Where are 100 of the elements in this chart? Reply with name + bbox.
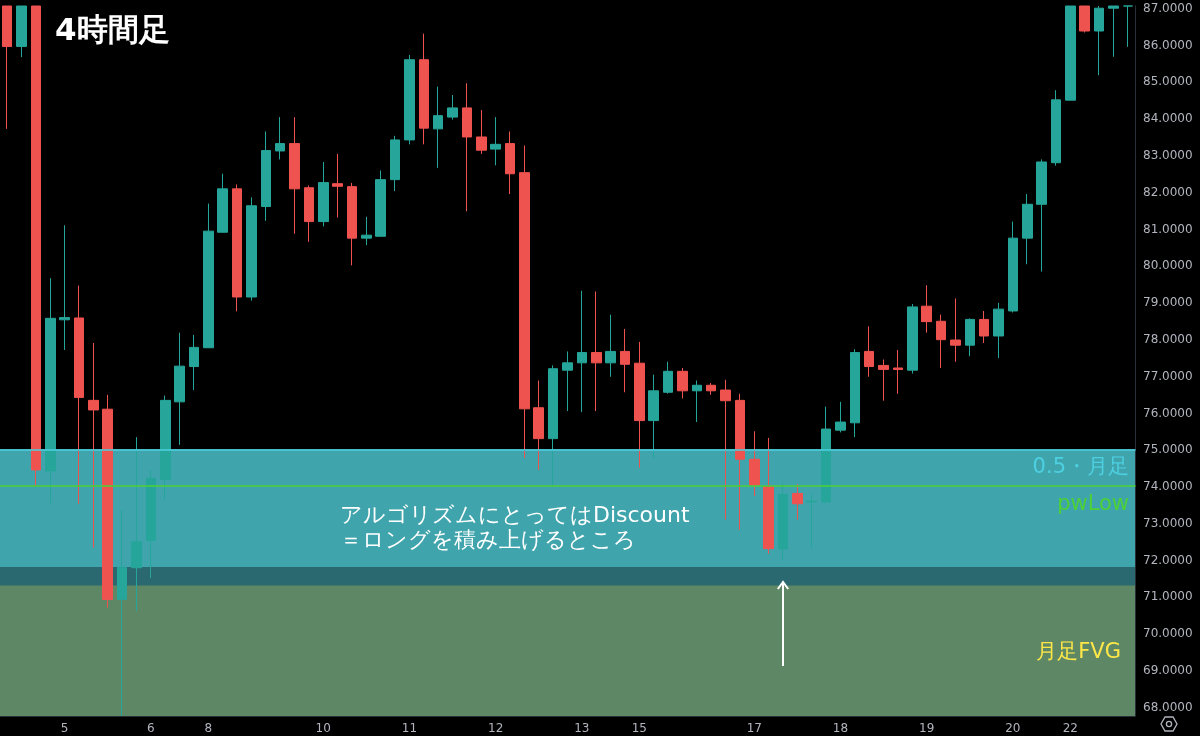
x-tick-label: 19 [919, 721, 935, 735]
candlestick [706, 382, 716, 396]
candlestick [31, 5, 41, 487]
candlestick [519, 144, 530, 459]
candlestick [347, 182, 357, 266]
y-tick-label: 85.0000 [1143, 74, 1193, 89]
y-tick-label: 83.0000 [1143, 147, 1193, 162]
candlestick [375, 169, 386, 237]
candlestick [390, 135, 400, 192]
candlestick [965, 317, 975, 357]
candlestick [304, 185, 314, 243]
candlestick [45, 277, 56, 505]
candlestick [605, 314, 616, 378]
x-tick-label: 13 [574, 721, 590, 735]
y-tick-label: 69.0000 [1143, 663, 1193, 678]
x-tick-label: 10 [315, 721, 331, 735]
candlestick [562, 350, 573, 412]
candlestick [361, 216, 372, 246]
candlestick [907, 303, 918, 375]
y-tick-label: 68.0000 [1143, 699, 1193, 714]
annotation: アルゴリズムにとってはDiscount [340, 501, 690, 527]
candlestick [160, 395, 171, 501]
candlestick [921, 284, 932, 334]
candlestick [1036, 158, 1047, 273]
annotation: ＝ロングを積み上げるところ [340, 526, 636, 552]
y-tick-label: 87.0000 [1143, 0, 1193, 15]
candlestick [261, 130, 271, 222]
y-tick-label: 86.0000 [1143, 37, 1193, 52]
candlestick [505, 130, 515, 195]
candlestick [1051, 89, 1061, 167]
x-tick-label: 5 [60, 721, 69, 735]
candlestick [778, 482, 788, 561]
candlestick [936, 314, 946, 369]
candlestick [1008, 221, 1018, 313]
y-tick-label: 72.0000 [1143, 552, 1193, 567]
y-tick-label: 77.0000 [1143, 368, 1193, 383]
candlestick [979, 310, 989, 344]
y-tick-label: 76.0000 [1143, 405, 1193, 420]
candlestick [117, 509, 127, 717]
candlestick [677, 367, 688, 400]
candlestick [533, 380, 544, 471]
y-tick-label: 78.0000 [1143, 331, 1193, 346]
candlestick [864, 325, 874, 378]
candlestick [419, 33, 429, 145]
candlestick [620, 328, 630, 393]
y-tick-label: 71.0000 [1143, 589, 1193, 604]
candlestick [893, 349, 903, 395]
x-tick-label: 6 [147, 721, 155, 735]
candlestick [648, 374, 659, 459]
x-tick-label: 15 [631, 721, 647, 735]
candlestick [835, 401, 846, 433]
candlestick [476, 109, 487, 155]
candlestick [548, 364, 558, 487]
candlestick [146, 469, 156, 579]
ref-line-label: pwLow [1057, 490, 1129, 515]
candlestick [289, 116, 300, 235]
candlestick [735, 393, 745, 531]
candlestick [720, 379, 731, 521]
candlestick [318, 161, 329, 227]
candlestick [878, 359, 889, 402]
candlestick [203, 203, 214, 349]
candlestick [821, 406, 831, 504]
y-tick-label: 81.0000 [1143, 221, 1193, 236]
candlestick [950, 297, 961, 363]
y-tick-label: 82.0000 [1143, 184, 1193, 199]
candlestick [332, 153, 343, 219]
candlestick [447, 94, 458, 121]
candlestick [16, 5, 27, 58]
candlestick [74, 285, 84, 505]
candlestick [232, 183, 242, 312]
candlestick [59, 224, 70, 351]
candlestick [663, 361, 673, 395]
candlestick [1065, 5, 1076, 101]
candlestick [462, 82, 472, 212]
candlestick [1108, 5, 1119, 58]
candlestick [591, 290, 602, 412]
x-tick-label: 18 [832, 721, 849, 735]
y-tick-label: 70.0000 [1143, 626, 1193, 641]
x-tick-label: 8 [204, 721, 213, 735]
y-tick-label: 73.0000 [1143, 515, 1193, 530]
candlestick [577, 290, 587, 413]
x-tick-label: 20 [1005, 721, 1021, 735]
y-tick-label: 80.0000 [1143, 258, 1193, 273]
x-tick-label: 22 [1062, 721, 1078, 735]
candlestick [490, 116, 501, 166]
candlestick [2, 5, 12, 130]
candlestick [189, 334, 199, 391]
y-tick-label: 79.0000 [1143, 295, 1193, 310]
candlestick [1094, 5, 1104, 76]
candlestick [634, 341, 645, 469]
candlestick [993, 302, 1004, 359]
y-tick-label: 84.0000 [1143, 111, 1193, 126]
candlestick [763, 437, 774, 555]
candlestick [850, 348, 860, 438]
x-tick-label: 11 [401, 721, 418, 735]
y-tick-label: 74.0000 [1143, 479, 1193, 494]
candlestick [174, 332, 185, 446]
candlestick [433, 86, 443, 169]
candlestick [404, 54, 415, 145]
candlestick [102, 394, 113, 608]
